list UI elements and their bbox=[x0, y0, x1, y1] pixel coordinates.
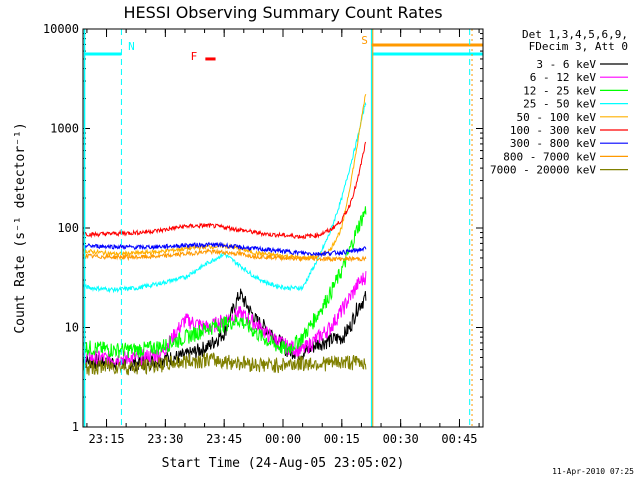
plot-layer: 1 10 100 1000 10000 23:15 23:30 23:45 00:00 00:15… bbox=[43, 22, 483, 446]
y-tick-label: 10 bbox=[65, 321, 79, 335]
series-line-800-7000-kev bbox=[83, 248, 367, 263]
y-axis-label: Count Rate (s⁻¹ detector⁻¹) bbox=[13, 122, 28, 333]
x-tick-label: 23:30 bbox=[147, 432, 183, 446]
data-area bbox=[83, 29, 483, 427]
legend-label: 25 - 50 keV bbox=[523, 98, 596, 111]
legend-label: 50 - 100 keV bbox=[517, 111, 597, 124]
x-tick-label: 00:15 bbox=[324, 432, 360, 446]
annotation-s: S bbox=[361, 34, 368, 47]
series-line-100-300-kev bbox=[83, 141, 366, 240]
x-tick-label: 00:45 bbox=[441, 432, 477, 446]
legend-label: 7000 - 20000 keV bbox=[490, 164, 596, 177]
legend-label: 3 - 6 keV bbox=[536, 58, 596, 71]
series-line-300-800-kev bbox=[83, 241, 367, 258]
chart-title: HESSI Observing Summary Count Rates bbox=[123, 3, 442, 22]
legend-header-line-1: Det 1,3,4,5,6,9, bbox=[522, 28, 628, 41]
legend-header-line-2: FDecim 3, Att 0 bbox=[529, 40, 628, 53]
legend-label: 6 - 12 keV bbox=[530, 71, 597, 84]
legend-label: 800 - 7000 keV bbox=[503, 150, 596, 163]
series-line-7000-20000-kev bbox=[83, 351, 367, 376]
x-tick-label: 23:45 bbox=[206, 432, 242, 446]
series-line-12-25-kev bbox=[83, 206, 367, 359]
x-tick-label: 00:00 bbox=[265, 432, 301, 446]
x-tick-label: 23:15 bbox=[88, 432, 124, 446]
x-tick-label: 00:30 bbox=[383, 432, 419, 446]
y-tick-label: 100 bbox=[57, 221, 79, 235]
y-tick-label: 1 bbox=[72, 420, 79, 434]
footer-timestamp: 11-Apr-2010 07:25 bbox=[552, 467, 634, 476]
annotation-n: N bbox=[128, 40, 135, 53]
y-tick-label: 10000 bbox=[43, 22, 79, 36]
legend-label: 100 - 300 keV bbox=[510, 124, 596, 137]
annotation-f: F bbox=[191, 50, 198, 63]
legend-label: 300 - 800 keV bbox=[510, 137, 596, 150]
x-axis-label: Start Time (24-Aug-05 23:05:02) bbox=[162, 456, 405, 471]
plot-frame bbox=[82, 28, 484, 428]
series-line-25-50-kev bbox=[83, 101, 367, 294]
legend-label: 12 - 25 keV bbox=[523, 84, 596, 97]
y-tick-label: 1000 bbox=[50, 122, 79, 136]
